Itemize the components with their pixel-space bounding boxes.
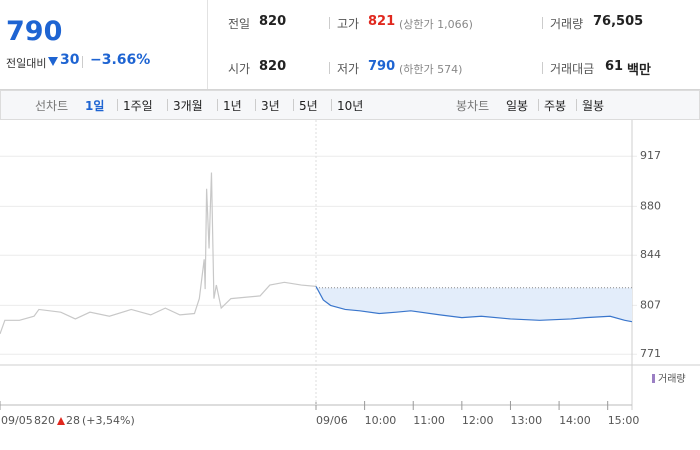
divider [82, 56, 83, 68]
tab[interactable]: 1일 [85, 99, 105, 113]
tab[interactable]: 3개월 [173, 99, 203, 113]
change-pct: −3.66% [90, 52, 151, 68]
stat-label: 저가 [337, 62, 360, 76]
tab-group-label: 봉차트 [456, 99, 490, 113]
stat-value: 821 [368, 14, 396, 29]
stat-value: 820 [259, 14, 287, 29]
prev-change-pct: (+3,54%) [82, 414, 135, 427]
prev-change: 28 [66, 414, 80, 427]
change: 30 [60, 52, 80, 68]
price-line [315, 286, 633, 323]
divider [217, 99, 218, 111]
x-tick-label: 13:00 [510, 414, 542, 427]
divider [117, 99, 118, 111]
divider [542, 17, 543, 29]
stat-value: 820 [259, 59, 287, 74]
tab[interactable]: 5년 [299, 99, 318, 113]
area-fill [316, 286, 632, 322]
stat-value: 61 [605, 59, 624, 74]
x-tick-label: 11:00 [413, 414, 445, 427]
volume-label: 거래량 [658, 373, 686, 385]
y-tick-label: 771 [640, 347, 661, 360]
stat-label: 전일 [228, 17, 251, 31]
stat-note: (상한가 1,066) [399, 18, 473, 31]
price-line [0, 172, 317, 335]
prev-close: 820 [34, 414, 55, 427]
stat-note: (하한가 574) [399, 63, 463, 76]
divider [255, 99, 256, 111]
tab[interactable]: 1년 [223, 99, 242, 113]
tab[interactable]: 3년 [261, 99, 280, 113]
divider [576, 99, 577, 111]
stat-value: 76,505 [593, 14, 644, 29]
tab[interactable]: 1주일 [123, 99, 153, 113]
x-tick-label: 10:00 [365, 414, 397, 427]
divider [542, 62, 543, 74]
tab-group-label: 선차트 [35, 99, 69, 113]
tab[interactable]: 주봉 [544, 99, 567, 113]
tab[interactable]: 10년 [337, 99, 364, 113]
chart: 917 880 844 807 771 거래량 09/05 09/06 10:00 11:00 12… [0, 120, 700, 427]
y-tick-label: 917 [640, 149, 661, 162]
tab[interactable]: 일봉 [506, 99, 529, 113]
x-tick-label: 15:00 [608, 414, 640, 427]
change-label: 전일대비 [6, 57, 47, 70]
up-icon [57, 417, 65, 425]
down-icon [48, 57, 58, 66]
x-tick-label: 14:00 [559, 414, 591, 427]
divider [329, 62, 330, 74]
y-tick-label: 807 [640, 298, 661, 311]
y-tick-label: 844 [640, 248, 661, 261]
stat-label: 거래량 [550, 17, 584, 31]
tab[interactable]: 월봉 [582, 99, 605, 113]
tab-bar: 선차트 1일 1주일 3개월 1년 3년 5년 10년 봉차트 일봉 주봉 월봉 [0, 90, 700, 120]
x-tick-label: 09/06 [316, 414, 348, 427]
stat-unit: 백만 [627, 63, 651, 78]
divider [293, 99, 294, 111]
quote-header: 790 전일대비 30 −3.66% 전일 820 고가 821 (상한가 1,066)… [0, 0, 700, 90]
x-tick-label: 09/05 [1, 414, 33, 427]
triangle [48, 57, 58, 66]
price-box: 790 전일대비 30 −3.66% [0, 0, 208, 89]
stat-label: 고가 [337, 17, 360, 31]
divider [331, 99, 332, 111]
divider [167, 99, 168, 111]
stat-label: 거래대금 [550, 62, 595, 76]
divider [329, 17, 330, 29]
stat-value: 790 [368, 59, 396, 74]
price: 790 [6, 16, 63, 47]
volume-legend-swatch [652, 374, 655, 383]
x-tick-label: 12:00 [462, 414, 494, 427]
divider [538, 99, 539, 111]
stat-label: 시가 [228, 62, 251, 76]
y-tick-label: 880 [640, 199, 661, 212]
